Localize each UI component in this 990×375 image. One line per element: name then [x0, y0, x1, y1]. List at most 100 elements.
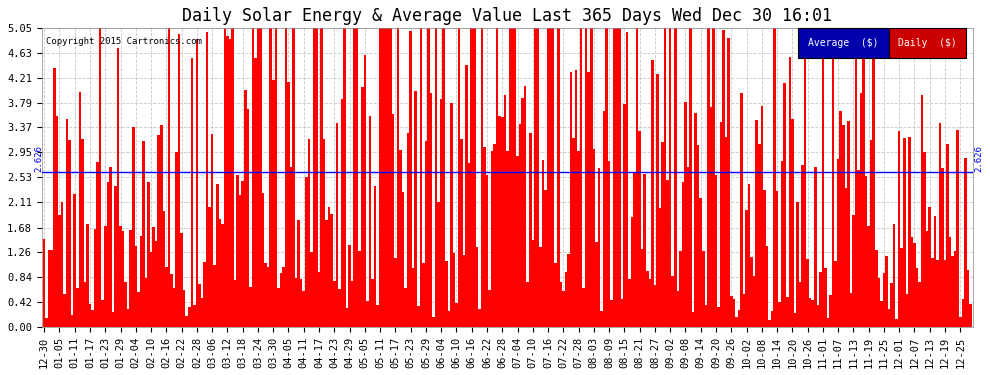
Bar [49, 249, 50, 327]
Bar [170, 274, 172, 327]
Bar [835, 261, 837, 327]
Bar [913, 243, 916, 327]
Bar [684, 102, 687, 327]
Bar [651, 60, 653, 327]
Bar [669, 28, 671, 327]
Bar [125, 282, 127, 327]
Bar [537, 28, 540, 327]
Bar [812, 300, 814, 327]
Bar [386, 28, 389, 327]
Bar [488, 290, 491, 327]
Bar [239, 195, 242, 327]
Bar [455, 303, 457, 327]
Bar [939, 123, 941, 327]
Bar [854, 28, 857, 327]
Bar [636, 28, 639, 327]
Bar [91, 310, 94, 327]
Bar [148, 182, 149, 327]
Bar [822, 28, 824, 327]
Bar [551, 28, 554, 327]
Bar [733, 299, 736, 327]
Bar [926, 231, 929, 327]
Bar [361, 87, 363, 327]
Bar [457, 28, 460, 327]
Bar [417, 306, 420, 327]
Bar [119, 226, 122, 327]
Bar [961, 299, 964, 327]
Bar [89, 304, 91, 327]
Bar [389, 28, 392, 327]
Bar [117, 48, 119, 327]
Bar [847, 122, 849, 327]
Bar [344, 28, 346, 327]
Bar [718, 307, 720, 327]
Bar [948, 237, 951, 327]
Bar [99, 28, 101, 327]
Bar [564, 272, 567, 327]
Bar [554, 263, 557, 327]
Bar [162, 211, 165, 327]
Bar [76, 288, 78, 327]
Bar [865, 176, 867, 327]
Bar [728, 38, 730, 327]
Bar [254, 58, 256, 327]
Bar [969, 304, 972, 327]
Bar [593, 149, 595, 327]
Bar [412, 268, 415, 327]
Bar [629, 279, 631, 327]
Bar [376, 305, 379, 327]
Bar [341, 99, 344, 327]
Bar [318, 272, 321, 327]
Bar [911, 237, 913, 327]
Bar [870, 140, 872, 327]
Bar [801, 165, 804, 327]
Bar [277, 288, 279, 327]
Bar [264, 263, 267, 327]
Bar [598, 168, 600, 327]
Bar [830, 295, 832, 327]
Bar [188, 308, 190, 327]
Bar [493, 144, 496, 327]
Bar [219, 219, 221, 327]
Bar [532, 240, 534, 327]
Bar [71, 315, 73, 327]
Bar [114, 186, 117, 327]
Bar [707, 28, 710, 327]
Bar [723, 30, 725, 327]
Bar [658, 208, 661, 327]
Bar [104, 226, 107, 327]
Bar [941, 168, 943, 327]
Bar [875, 250, 877, 327]
Bar [852, 215, 854, 327]
Bar [611, 300, 613, 327]
Bar [269, 28, 272, 327]
Bar [486, 175, 488, 327]
Bar [799, 282, 801, 327]
Bar [333, 281, 336, 327]
Bar [180, 232, 183, 327]
Bar [480, 28, 483, 327]
Bar [778, 302, 781, 327]
Bar [736, 317, 738, 327]
Bar [572, 138, 575, 327]
Bar [201, 298, 203, 327]
Bar [101, 300, 104, 327]
Bar [641, 249, 644, 327]
Bar [157, 135, 160, 327]
Bar [951, 256, 954, 327]
Bar [837, 159, 840, 327]
Bar [160, 124, 162, 327]
Bar [738, 310, 741, 327]
Bar [58, 215, 60, 327]
Bar [452, 253, 455, 327]
Bar [206, 32, 208, 327]
Bar [63, 294, 66, 327]
Bar [580, 28, 582, 327]
Bar [470, 28, 473, 327]
Bar [196, 39, 198, 327]
Bar [946, 144, 948, 327]
Bar [94, 229, 96, 327]
Bar [303, 291, 305, 327]
Bar [582, 288, 585, 327]
Bar [450, 103, 452, 327]
